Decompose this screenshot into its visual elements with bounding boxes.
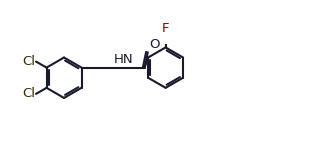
Text: F: F bbox=[162, 22, 169, 35]
Text: HN: HN bbox=[114, 53, 133, 66]
Text: Cl: Cl bbox=[22, 55, 35, 68]
Text: Cl: Cl bbox=[22, 87, 35, 100]
Text: O: O bbox=[149, 38, 160, 51]
